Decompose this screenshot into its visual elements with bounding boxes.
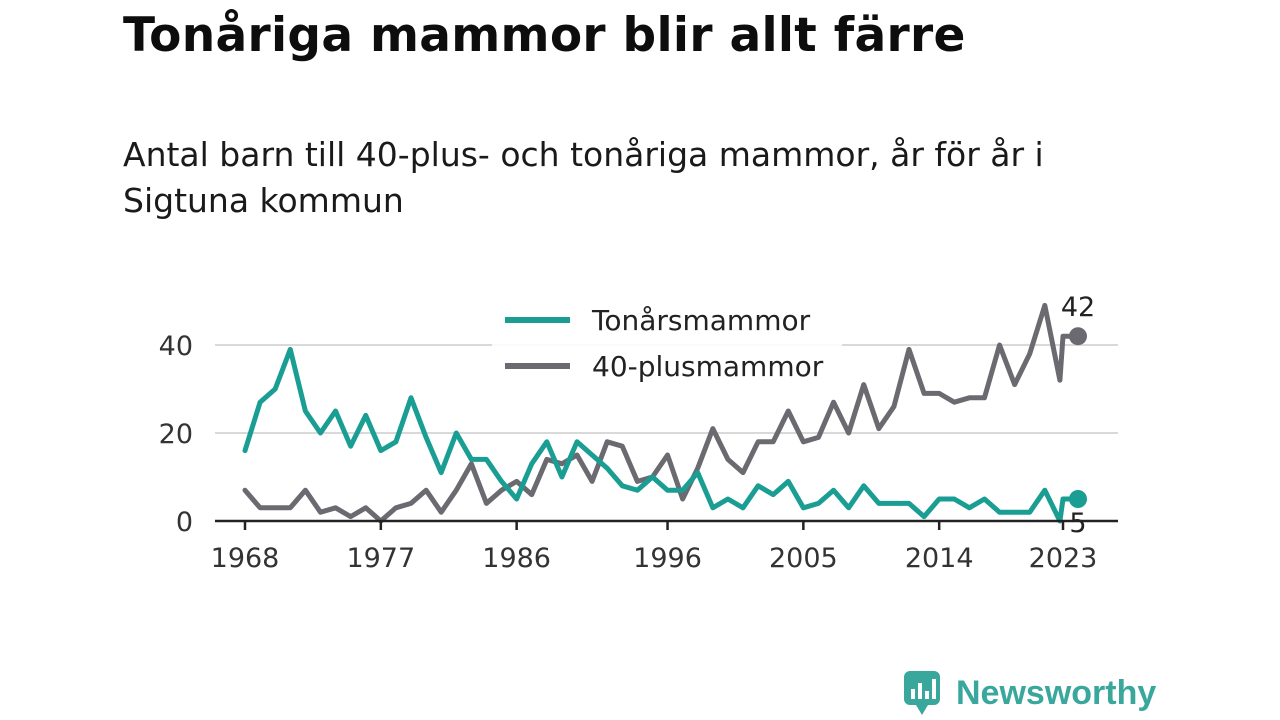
x-tick-label: 1986 xyxy=(482,543,551,574)
legend-label-0: Tonårsmammor xyxy=(591,304,811,337)
chart-subtitle: Antal barn till 40-plus- och tonåriga ma… xyxy=(123,135,1044,220)
x-tick-label: 1996 xyxy=(633,543,702,574)
legend-box xyxy=(492,296,842,388)
brand-name: Newsworthy xyxy=(956,673,1157,712)
end-labels: 5 42 xyxy=(1061,292,1095,539)
x-tick-label: 1968 xyxy=(211,543,280,574)
y-tick-label: 0 xyxy=(176,507,193,538)
series-end-point-0 xyxy=(1069,490,1087,508)
line-chart: 0 20 40 1968 1977 1986 1996 2005 2014 2023 Tonår… xyxy=(159,292,1118,574)
series-line-0 xyxy=(242,346,1081,524)
end-value-label-1: 42 xyxy=(1061,292,1095,323)
grid-lines: 0 20 40 xyxy=(159,331,1118,538)
series-lines xyxy=(242,302,1087,524)
legend: Tonårsmammor 40-plusmammor xyxy=(492,296,842,388)
series-end-point-1 xyxy=(1069,327,1087,346)
x-tick-label: 1977 xyxy=(346,543,415,574)
end-value-label-0: 5 xyxy=(1069,508,1086,539)
legend-label-1: 40-plusmammor xyxy=(592,350,824,383)
x-tick-label: 2014 xyxy=(905,543,974,574)
x-tick-label: 2023 xyxy=(1029,543,1098,574)
y-tick-label: 40 xyxy=(159,331,193,362)
brand-logo: Newsworthy xyxy=(902,669,1156,717)
y-tick-label: 20 xyxy=(159,419,193,450)
chart-title: Tonåriga mammor blir allt färre xyxy=(123,8,966,63)
newsworthy-chart-icon xyxy=(904,671,940,715)
series-line-1 xyxy=(242,302,1081,524)
x-tick-label: 2005 xyxy=(769,543,838,574)
x-axis: 1968 1977 1986 1996 2005 2014 2023 xyxy=(211,519,1118,574)
